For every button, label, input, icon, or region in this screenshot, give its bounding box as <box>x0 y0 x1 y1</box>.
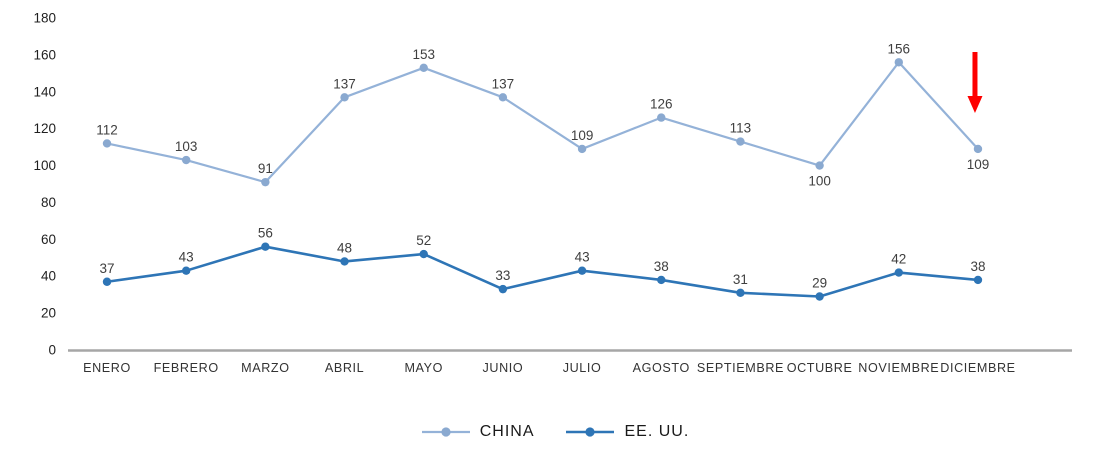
x-axis-label: JULIO <box>563 361 602 375</box>
china-data-label: 126 <box>650 97 673 112</box>
x-axis-label: NOVIEMBRE <box>858 361 939 375</box>
china-point <box>102 139 112 148</box>
china-point <box>577 144 587 154</box>
ee-uu-data-label: 42 <box>891 252 906 267</box>
china-data-label: 109 <box>967 157 990 172</box>
china-data-label: 137 <box>492 76 515 91</box>
ee-uu-data-label: 52 <box>416 233 431 248</box>
china-data-label: 156 <box>888 41 911 56</box>
ee-uu-point <box>419 249 428 259</box>
china-point <box>419 63 428 72</box>
china-data-label: 103 <box>175 139 198 154</box>
y-axis-tick-label: 80 <box>41 195 56 210</box>
legend-item-china: CHINA <box>420 423 535 441</box>
ee-uu-data-label: 31 <box>733 272 748 287</box>
china-line <box>105 61 980 184</box>
y-axis-tick-label: 20 <box>41 306 56 321</box>
ee-uu-data-label: 38 <box>654 259 669 274</box>
china-data-label: 137 <box>333 76 356 91</box>
ee-uu-data-label: 38 <box>970 259 985 274</box>
china-point <box>340 93 349 102</box>
china-point <box>815 161 824 170</box>
china-point <box>181 155 191 165</box>
x-axis-label: ENERO <box>83 361 131 375</box>
y-axis-tick-label: 180 <box>33 11 56 26</box>
china-data-label: 109 <box>571 128 594 143</box>
line-chart: 0 20 40 60 80 100 120 140 160 180 ENERO FEBRERO MARZ… <box>33 11 1072 375</box>
x-axis-label: ABRIL <box>325 361 364 375</box>
y-axis-tick-label: 160 <box>33 47 56 62</box>
ee-uu-point <box>181 266 191 275</box>
y-axis-tick-label: 120 <box>33 121 56 136</box>
x-axis-label: AGOSTO <box>633 361 690 375</box>
x-axis-label: FEBRERO <box>154 361 219 375</box>
y-axis-tick-label: 0 <box>48 343 56 358</box>
x-axis-label: MARZO <box>241 361 289 375</box>
ee-uu-point <box>340 257 349 266</box>
ee-uu-point <box>577 266 587 275</box>
china-data-label: 112 <box>96 122 118 137</box>
x-axis-label: JUNIO <box>483 361 524 375</box>
china-point <box>261 177 270 187</box>
x-axis-label: DICIEMBRE <box>940 361 1015 375</box>
china-data-label: 153 <box>412 47 435 62</box>
china-data-label: 113 <box>730 121 752 136</box>
ee-uu-point <box>498 284 508 294</box>
down-arrow-head-icon <box>967 96 983 113</box>
ee-uu-point <box>102 277 112 286</box>
china-data-label: 100 <box>808 174 831 189</box>
china-point <box>657 113 666 122</box>
y-axis-tick-label: 100 <box>33 158 56 173</box>
x-axis-label: OCTUBRE <box>787 361 853 375</box>
y-axis-tick-label: 60 <box>41 232 56 247</box>
ee-uu-point <box>261 242 270 251</box>
y-axis-tick-label: 40 <box>41 269 56 284</box>
ee-uu-point <box>973 275 983 285</box>
legend-label-china: CHINA <box>479 423 535 440</box>
y-axis-tick-label: 140 <box>33 84 56 99</box>
china-line-marker-icon <box>421 427 470 437</box>
ee-uu-data-label: 33 <box>495 268 510 283</box>
chart-legend: CHINA EE. UU. <box>0 412 1109 452</box>
ee-uu-point <box>894 268 903 277</box>
china-point <box>894 58 903 67</box>
legend-label-eeuu: EE. UU. <box>624 423 690 440</box>
china-point <box>973 144 983 154</box>
china-data-label: 91 <box>258 161 273 176</box>
ee-uu-data-label: 43 <box>179 250 194 265</box>
china-point <box>498 93 508 102</box>
legend-item-eeuu: EE. UU. <box>564 423 689 441</box>
x-axis-label: SEPTIEMBRE <box>697 361 784 375</box>
ee-uu-line <box>105 245 980 298</box>
ee-uu-data-label: 29 <box>812 276 827 291</box>
ee-uu-data-label: 37 <box>99 261 114 276</box>
china-point <box>736 137 745 146</box>
eeuu-line-marker-icon <box>566 427 615 437</box>
x-axis-label: MAYO <box>404 361 443 375</box>
ee-uu-data-label: 43 <box>575 250 590 265</box>
ee-uu-point <box>736 288 745 298</box>
ee-uu-data-label: 48 <box>337 240 352 255</box>
ee-uu-point <box>815 292 824 301</box>
ee-uu-point <box>657 275 666 285</box>
ee-uu-data-label: 56 <box>258 226 273 241</box>
